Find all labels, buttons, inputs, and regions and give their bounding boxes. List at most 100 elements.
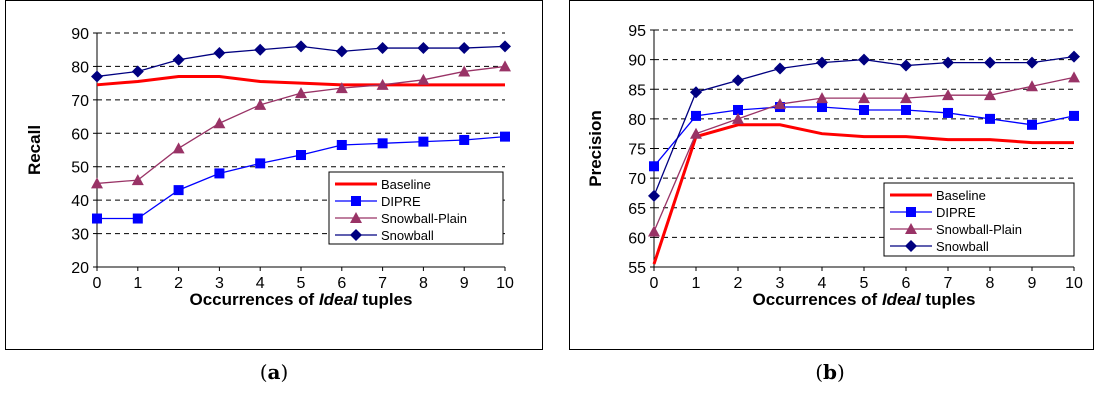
x-tick-label: 9 bbox=[460, 275, 469, 292]
x-tick-label: 4 bbox=[818, 275, 827, 292]
legend-label: Snowball bbox=[381, 228, 434, 243]
data-point bbox=[458, 65, 471, 77]
data-point bbox=[458, 42, 471, 55]
y-tick-label: 90 bbox=[628, 53, 646, 70]
legend-label: Baseline bbox=[381, 177, 431, 192]
data-point bbox=[335, 82, 348, 94]
data-point bbox=[173, 185, 184, 196]
series-snowball-plain bbox=[648, 71, 1080, 237]
x-tick-label: 8 bbox=[419, 275, 428, 292]
y-tick-label: 20 bbox=[71, 260, 89, 277]
legend-label: Snowball-Plain bbox=[936, 222, 1022, 237]
series-baseline bbox=[96, 74, 505, 87]
series-line bbox=[652, 123, 1074, 265]
y-axis-label: Precision bbox=[586, 110, 605, 187]
x-tick-label: 9 bbox=[1028, 275, 1037, 292]
data-point bbox=[172, 142, 185, 154]
data-point bbox=[459, 134, 470, 145]
x-tick-label: 5 bbox=[860, 275, 869, 292]
series-snowball bbox=[648, 50, 1080, 202]
precision-chart: 55 60 65 70 75 80 85 90 95 0 1 2 3 4 5 6 7 8 9 10 Occurrence… bbox=[569, 0, 1094, 350]
data-point bbox=[1068, 71, 1080, 83]
data-point bbox=[859, 104, 869, 115]
legend-marker bbox=[905, 223, 917, 234]
y-tick-label: 95 bbox=[628, 23, 646, 40]
caption-b: (b) bbox=[815, 360, 845, 384]
data-point bbox=[336, 139, 347, 150]
data-point bbox=[296, 150, 306, 161]
series-dipre bbox=[92, 131, 510, 224]
legend-label: Snowball bbox=[936, 239, 989, 254]
x-tick-label: 3 bbox=[215, 275, 224, 292]
data-point bbox=[377, 138, 388, 149]
x-tick-label: 6 bbox=[902, 275, 911, 292]
x-axis-label: Occurrences of Ideal tuples bbox=[190, 290, 413, 309]
x-tick-label: 1 bbox=[692, 275, 701, 292]
data-point bbox=[817, 102, 827, 113]
legend-marker bbox=[350, 212, 362, 223]
x-tick-label: 5 bbox=[297, 275, 306, 292]
legend-label: Baseline bbox=[936, 188, 986, 203]
x-tick-label: 2 bbox=[734, 275, 743, 292]
data-point bbox=[648, 189, 660, 202]
data-point bbox=[376, 42, 389, 55]
data-point bbox=[254, 98, 267, 110]
data-point bbox=[131, 174, 144, 186]
data-point bbox=[499, 60, 511, 72]
data-point bbox=[984, 89, 996, 101]
y-tick-label: 40 bbox=[71, 193, 89, 210]
data-point bbox=[984, 56, 996, 69]
y-tick-label: 80 bbox=[628, 112, 646, 129]
data-point bbox=[1027, 119, 1037, 130]
y-tick-label: 75 bbox=[628, 142, 646, 159]
data-point bbox=[942, 89, 954, 101]
data-point bbox=[131, 65, 144, 78]
y-tick-label: 90 bbox=[71, 26, 89, 43]
data-point bbox=[649, 161, 659, 172]
legend-label: Snowball-Plain bbox=[381, 211, 467, 226]
recall-chart: 20 30 40 50 60 70 80 90 0 1 2 3 4 5 6 7 8 9 10 Occurrences … bbox=[5, 0, 543, 350]
data-point bbox=[500, 131, 510, 142]
legend-marker bbox=[351, 196, 361, 206]
legend-marker bbox=[906, 207, 916, 217]
data-point bbox=[900, 92, 912, 104]
x-tick-label: 3 bbox=[776, 275, 785, 292]
data-point bbox=[417, 42, 430, 55]
data-point bbox=[214, 168, 225, 179]
y-tick-label: 50 bbox=[71, 160, 89, 177]
data-point bbox=[213, 117, 226, 129]
data-point bbox=[648, 225, 660, 237]
data-point bbox=[417, 73, 430, 85]
data-point bbox=[816, 56, 828, 69]
data-point bbox=[91, 177, 103, 189]
y-tick-label: 60 bbox=[628, 230, 646, 247]
data-point bbox=[295, 40, 307, 53]
x-tick-label: 0 bbox=[93, 275, 102, 292]
data-point bbox=[900, 59, 912, 72]
legend-marker bbox=[350, 229, 362, 241]
caption-a: (a) bbox=[259, 360, 289, 384]
data-point bbox=[732, 74, 744, 87]
chart-panel-a: 20 30 40 50 60 70 80 90 0 1 2 3 4 5 6 7 8 9 10 Occurrences … bbox=[5, 0, 543, 350]
data-point bbox=[213, 47, 226, 60]
data-point bbox=[816, 92, 828, 104]
data-point bbox=[943, 107, 953, 118]
data-point bbox=[335, 45, 348, 58]
data-point bbox=[255, 158, 266, 169]
data-point bbox=[858, 92, 870, 104]
series-snowball bbox=[91, 40, 511, 83]
x-tick-label: 6 bbox=[337, 275, 346, 292]
data-point bbox=[774, 98, 786, 110]
data-point bbox=[1026, 56, 1038, 69]
data-point bbox=[91, 70, 103, 83]
data-point bbox=[295, 87, 307, 99]
series-dipre bbox=[649, 102, 1079, 172]
x-tick-label: 10 bbox=[496, 275, 514, 292]
data-point bbox=[254, 43, 267, 56]
data-point bbox=[1069, 110, 1079, 121]
y-tick-label: 70 bbox=[628, 171, 646, 188]
x-tick-label: 7 bbox=[944, 275, 953, 292]
legend-marker bbox=[905, 240, 917, 252]
legend-label: DIPRE bbox=[381, 194, 421, 209]
data-point bbox=[732, 112, 744, 124]
